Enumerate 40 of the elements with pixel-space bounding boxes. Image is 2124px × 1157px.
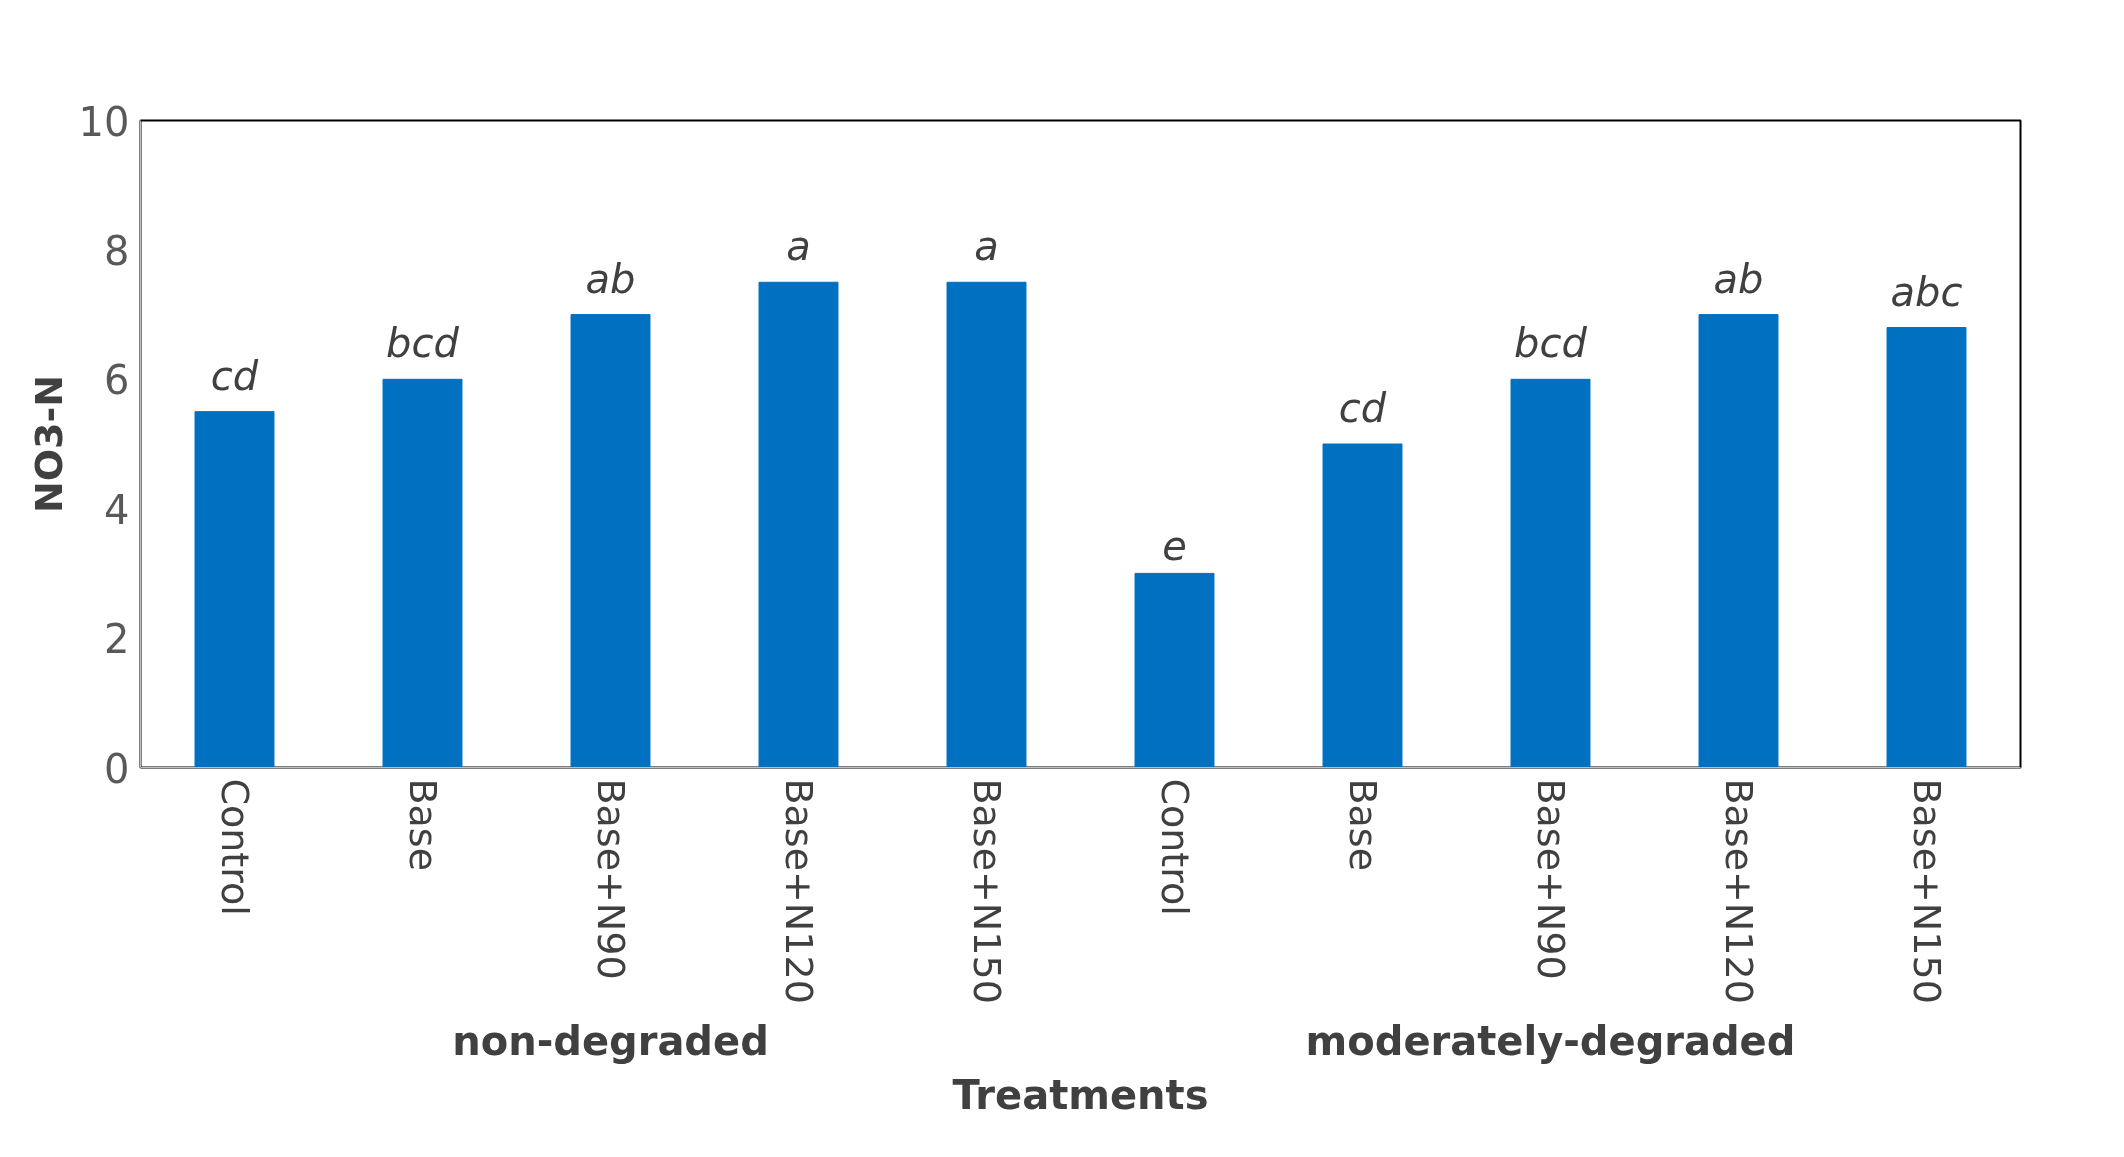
y-tick-label: 10: [78, 98, 130, 145]
bar: [194, 411, 275, 768]
bar: [1134, 572, 1215, 768]
x-tick-label: Base+N120: [776, 778, 821, 1004]
data-label: cd: [210, 352, 259, 399]
data-label: ab: [1713, 255, 1764, 302]
data-label: cd: [1338, 385, 1387, 432]
data-label: a: [786, 223, 811, 270]
x-tick-label: Base: [1340, 778, 1385, 872]
bar: [570, 314, 651, 768]
y-tick-label: 0: [104, 745, 130, 792]
data-label: abc: [1890, 268, 1963, 315]
data-label: bcd: [1514, 320, 1588, 367]
x-tick-label: Control: [212, 778, 257, 916]
bar: [382, 378, 463, 768]
x-tick-label: Base+N150: [1904, 778, 1949, 1004]
bar: [1322, 443, 1403, 768]
x-tick-label: Base+N150: [964, 778, 1009, 1004]
data-label: e: [1162, 523, 1187, 570]
data-label: bcd: [386, 320, 460, 367]
y-tick-label: 2: [104, 616, 130, 663]
text: moderately-degraded: [1305, 1017, 1796, 1064]
data-label: a: [974, 223, 999, 270]
text: non-degraded: [452, 1017, 769, 1064]
x-tick-label: Control: [1152, 778, 1197, 916]
y-tick-label: 8: [104, 227, 130, 274]
x-tick-label: Base: [400, 778, 445, 872]
y-tick-label: 4: [104, 486, 130, 533]
bar: [946, 281, 1027, 768]
x-tick-label: Base+N90: [1528, 778, 1573, 980]
x-axis-title: Treatments: [952, 1071, 1209, 1118]
x-tick-label: Base+N120: [1716, 778, 1761, 1004]
bar: [1886, 327, 1967, 768]
data-label: ab: [585, 255, 636, 302]
y-tick-label: 6: [104, 357, 130, 404]
bar: [1698, 314, 1779, 768]
bar: [1510, 378, 1591, 768]
y-axis-title: NO3-N: [26, 374, 71, 514]
bar: [758, 281, 839, 768]
x-tick-label: Base+N90: [588, 778, 633, 980]
